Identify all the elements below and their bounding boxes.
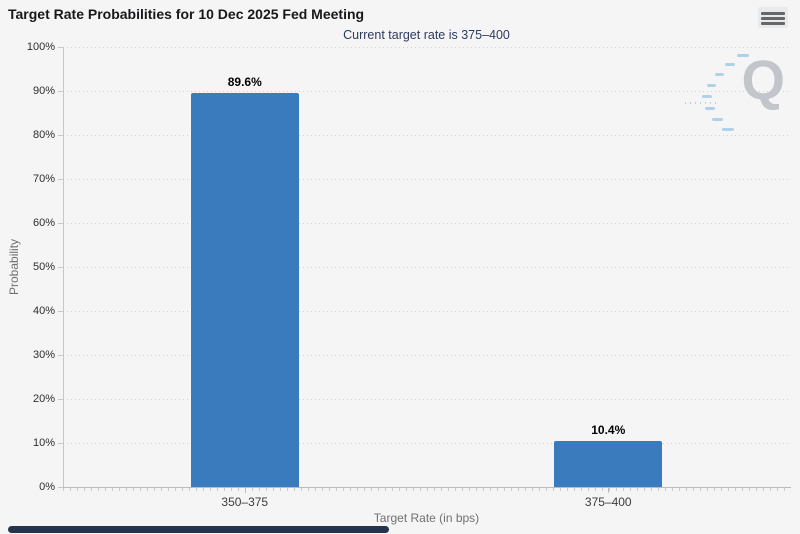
bar-value-label: 89.6%	[227, 75, 262, 89]
y-gridline	[63, 135, 790, 136]
bar-value-label: 10.4%	[591, 423, 626, 437]
y-axis-tick	[58, 487, 63, 488]
x-axis-tick	[608, 488, 610, 493]
watermark-q-letter: Q	[741, 48, 785, 111]
y-tick-label: 20%	[32, 393, 55, 405]
y-axis-tick	[58, 355, 63, 356]
probability-bar[interactable]	[190, 93, 299, 487]
y-gridline	[63, 267, 790, 268]
y-tick-label: 0%	[39, 481, 55, 493]
y-gridline	[63, 223, 790, 224]
y-axis-tick	[58, 47, 63, 48]
x-axis-line	[63, 487, 791, 488]
watermark-motion-line	[707, 84, 716, 87]
chart-title: Target Rate Probabilities for 10 Dec 202…	[8, 6, 365, 22]
y-tick-label: 50%	[32, 261, 55, 273]
chart-subtitle: Current target rate is 375–400	[343, 28, 510, 42]
y-axis-tick	[58, 267, 63, 268]
watermark-motion-line	[722, 128, 734, 131]
y-axis-tick	[58, 311, 63, 312]
y-gridline	[63, 47, 790, 48]
chart-context-menu-button[interactable]	[758, 7, 788, 28]
horizontal-scrollbar-thumb[interactable]	[8, 526, 389, 533]
y-axis-tick	[58, 399, 63, 400]
x-axis-minor-ticks	[63, 488, 791, 491]
hamburger-menu-icon	[761, 12, 785, 25]
quikstrike-watermark: Q	[685, 50, 795, 145]
y-axis-line	[63, 47, 64, 487]
y-tick-label: 60%	[32, 217, 55, 229]
y-tick-label: 80%	[32, 129, 55, 141]
watermark-motion-line	[725, 63, 735, 66]
watermark-dotted-line	[685, 102, 719, 104]
y-gridline	[63, 355, 790, 356]
y-gridline	[63, 443, 790, 444]
y-axis-tick	[58, 223, 63, 224]
watermark-motion-line	[712, 118, 723, 121]
watermark-motion-line	[705, 107, 715, 110]
y-tick-label: 40%	[32, 305, 55, 317]
y-tick-label: 100%	[26, 41, 55, 53]
y-gridline	[63, 311, 790, 312]
y-gridline	[63, 399, 790, 400]
watermark-motion-line	[737, 54, 749, 57]
y-gridline	[63, 91, 790, 92]
watermark-motion-line	[702, 95, 712, 98]
plot-area	[63, 47, 790, 487]
y-tick-label: 70%	[32, 173, 55, 185]
x-axis-title: Target Rate (in bps)	[373, 511, 480, 525]
x-tick-label: 350–375	[221, 495, 269, 509]
y-axis-tick	[58, 179, 63, 180]
x-axis-tick	[244, 488, 246, 493]
probability-bar[interactable]	[554, 441, 663, 487]
y-axis-tick	[58, 443, 63, 444]
watermark-motion-line	[715, 73, 724, 76]
x-tick-label: 375–400	[584, 495, 632, 509]
y-tick-label: 30%	[32, 349, 55, 361]
y-gridline	[63, 179, 790, 180]
y-tick-label: 90%	[32, 85, 55, 97]
y-axis-tick	[58, 91, 63, 92]
y-tick-label: 10%	[32, 437, 55, 449]
y-axis-tick	[58, 135, 63, 136]
